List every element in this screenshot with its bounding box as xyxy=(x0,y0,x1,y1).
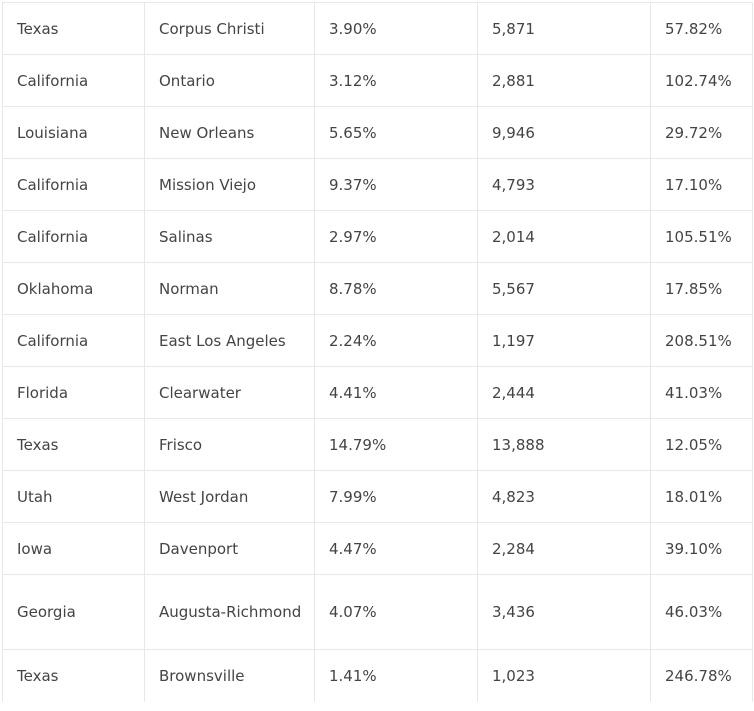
percent-cell: 4.47% xyxy=(314,522,478,575)
state-cell: California xyxy=(2,158,145,211)
state-cell: Oklahoma xyxy=(2,262,145,315)
count-cell: 2,881 xyxy=(477,54,651,107)
percent-cell: 2.24% xyxy=(314,314,478,367)
percent-cell: 8.78% xyxy=(314,262,478,315)
count-cell: 2,284 xyxy=(477,522,651,575)
table-row: California Ontario 3.12% 2,881 102.74% xyxy=(2,54,753,107)
table-row: Texas Brownsville 1.41% 1,023 246.78% xyxy=(2,649,753,702)
count-cell: 1,023 xyxy=(477,649,651,702)
percent-cell: 3.12% xyxy=(314,54,478,107)
state-cell: California xyxy=(2,210,145,263)
state-cell: Louisiana xyxy=(2,106,145,159)
state-cell: California xyxy=(2,314,145,367)
state-cell: Texas xyxy=(2,2,145,55)
table-row: California Salinas 2.97% 2,014 105.51% xyxy=(2,210,753,263)
table-row: Iowa Davenport 4.47% 2,284 39.10% xyxy=(2,522,753,575)
table-row: Texas Frisco 14.79% 13,888 12.05% xyxy=(2,418,753,471)
state-cell: Utah xyxy=(2,470,145,523)
percent-cell: 2.97% xyxy=(314,210,478,263)
percent-cell: 9.37% xyxy=(314,158,478,211)
state-cell: Iowa xyxy=(2,522,145,575)
percent-cell: 1.41% xyxy=(314,649,478,702)
state-cell: Texas xyxy=(2,418,145,471)
ratio-cell: 57.82% xyxy=(650,2,753,55)
state-cell: Florida xyxy=(2,366,145,419)
city-cell: Davenport xyxy=(144,522,315,575)
table-row: Georgia Augusta-Richmond 4.07% 3,436 46.… xyxy=(2,574,753,650)
city-cell: West Jordan xyxy=(144,470,315,523)
table-row: Utah West Jordan 7.99% 4,823 18.01% xyxy=(2,470,753,523)
city-cell: Norman xyxy=(144,262,315,315)
percent-cell: 4.07% xyxy=(314,574,478,650)
city-cell: New Orleans xyxy=(144,106,315,159)
ratio-cell: 12.05% xyxy=(650,418,753,471)
percent-cell: 14.79% xyxy=(314,418,478,471)
ratio-cell: 46.03% xyxy=(650,574,753,650)
ratio-cell: 246.78% xyxy=(650,649,753,702)
ratio-cell: 29.72% xyxy=(650,106,753,159)
ratio-cell: 18.01% xyxy=(650,470,753,523)
table-row: California East Los Angeles 2.24% 1,197 … xyxy=(2,314,753,367)
count-cell: 9,946 xyxy=(477,106,651,159)
ratio-cell: 208.51% xyxy=(650,314,753,367)
count-cell: 4,823 xyxy=(477,470,651,523)
table-row: California Mission Viejo 9.37% 4,793 17.… xyxy=(2,158,753,211)
percent-cell: 7.99% xyxy=(314,470,478,523)
city-cell: Augusta-Richmond xyxy=(144,574,315,650)
count-cell: 13,888 xyxy=(477,418,651,471)
city-cell: Mission Viejo xyxy=(144,158,315,211)
percent-cell: 3.90% xyxy=(314,2,478,55)
ratio-cell: 17.10% xyxy=(650,158,753,211)
count-cell: 2,444 xyxy=(477,366,651,419)
ratio-cell: 39.10% xyxy=(650,522,753,575)
table-row: Florida Clearwater 4.41% 2,444 41.03% xyxy=(2,366,753,419)
table-row: Louisiana New Orleans 5.65% 9,946 29.72% xyxy=(2,106,753,159)
state-cell: California xyxy=(2,54,145,107)
city-cell: Corpus Christi xyxy=(144,2,315,55)
count-cell: 5,567 xyxy=(477,262,651,315)
count-cell: 1,197 xyxy=(477,314,651,367)
ratio-cell: 105.51% xyxy=(650,210,753,263)
city-cell: East Los Angeles xyxy=(144,314,315,367)
table-row: Oklahoma Norman 8.78% 5,567 17.85% xyxy=(2,262,753,315)
count-cell: 4,793 xyxy=(477,158,651,211)
city-cell: Clearwater xyxy=(144,366,315,419)
count-cell: 2,014 xyxy=(477,210,651,263)
city-cell: Ontario xyxy=(144,54,315,107)
ratio-cell: 102.74% xyxy=(650,54,753,107)
percent-cell: 5.65% xyxy=(314,106,478,159)
state-cell: Texas xyxy=(2,649,145,702)
state-cell: Georgia xyxy=(2,574,145,650)
count-cell: 5,871 xyxy=(477,2,651,55)
city-cell: Brownsville xyxy=(144,649,315,702)
ratio-cell: 17.85% xyxy=(650,262,753,315)
percent-cell: 4.41% xyxy=(314,366,478,419)
count-cell: 3,436 xyxy=(477,574,651,650)
city-cell: Frisco xyxy=(144,418,315,471)
city-cell: Salinas xyxy=(144,210,315,263)
ratio-cell: 41.03% xyxy=(650,366,753,419)
table-row: Texas Corpus Christi 3.90% 5,871 57.82% xyxy=(2,2,753,55)
